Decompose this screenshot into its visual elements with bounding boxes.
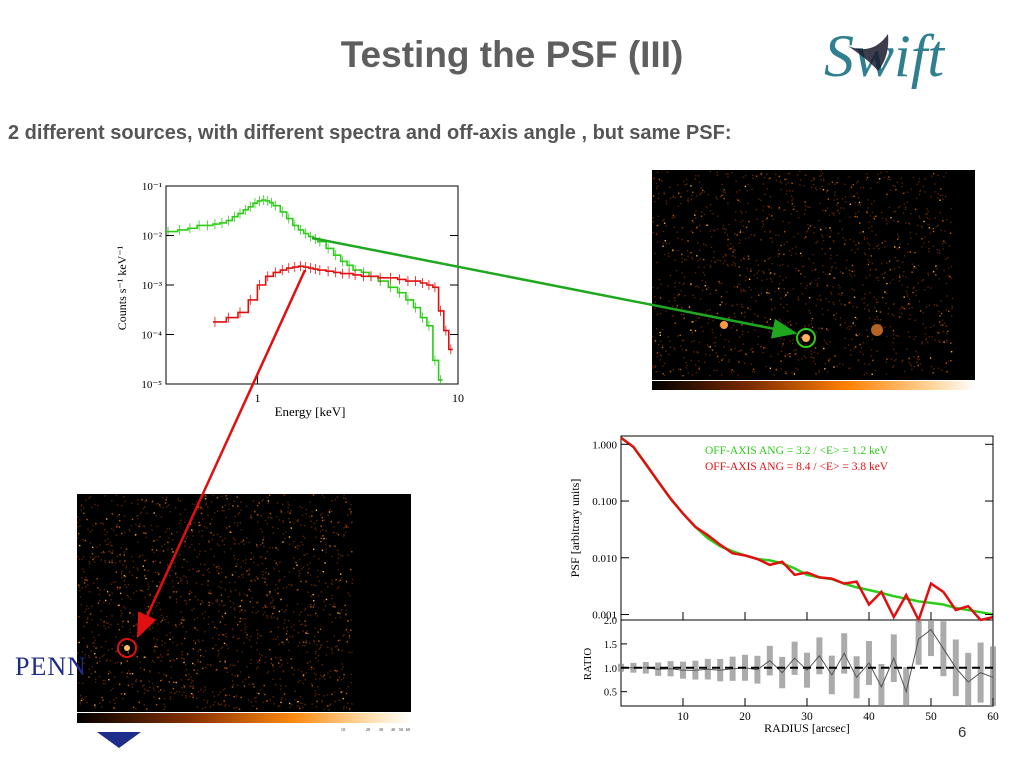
psf-xtick-label-1: 20 <box>739 711 751 723</box>
colorbar-top <box>652 381 975 390</box>
colorbar-bottom <box>77 713 411 723</box>
ratio-ytick-label-2: 1.0 <box>604 664 617 675</box>
psf-legend-entry-1: OFF-AXIS ANG = 8.4 / <E> = 3.8 keV <box>705 461 889 473</box>
spectrum-ytick-label-1: 10⁻² <box>142 231 163 243</box>
psf-ytick-label-1: 0.100 <box>592 496 617 508</box>
ratio-ytick-label-3: 0.5 <box>604 688 617 699</box>
ratio-series-line <box>621 628 994 694</box>
psf-xtick-label-5: 60 <box>987 711 999 723</box>
psf-ytick-label-3: 0.001 <box>592 610 617 622</box>
colorbar-bottom-tick-1: 20 <box>366 727 371 732</box>
colorbar-bottom-tick-3: 40 <box>391 727 396 732</box>
swift-logo: Swift <box>818 16 1002 95</box>
ratio-ytick-label-1: 1.5 <box>604 640 617 651</box>
colorbar-bottom-tick-5: 60 <box>406 727 411 732</box>
penn-chevron-icon <box>97 732 141 748</box>
psf-ytick-label-0: 1.000 <box>592 439 617 451</box>
spectrum-ytick-label-3: 10⁻⁴ <box>141 330 162 342</box>
psf-legend-entry-0: OFF-AXIS ANG = 3.2 / <E> = 1.2 keV <box>705 445 889 457</box>
spectrum-ytick-label-4: 10⁻⁵ <box>141 379 162 391</box>
spectrum-xtick-label-1: 10 <box>452 391 464 405</box>
spectrum-ytick-label-2: 10⁻³ <box>142 280 163 292</box>
page-number: 6 <box>958 724 967 741</box>
xray-image-source-2: 10 20 30 40 50 60 <box>77 494 411 735</box>
spectrum-plot-frame <box>165 185 459 385</box>
source-2-circle <box>117 638 137 658</box>
spectrum-ytick-label-0: 10⁻¹ <box>142 181 162 193</box>
penn-logo: PENN <box>15 652 87 681</box>
psf-xtick-label-2: 30 <box>801 711 813 723</box>
psf-xtick-label-0: 10 <box>677 711 689 723</box>
psf-ytick-label-2: 0.010 <box>592 553 617 565</box>
ratio-ytick-label-0: 2.0 <box>604 616 617 627</box>
spectrum-chart: 10⁻¹ 10⁻² 10⁻³ 10⁻⁴ 10⁻⁵ 1 10 Energy [keV] Co… <box>115 181 464 419</box>
colorbar-bottom-tick-2: 30 <box>379 727 384 732</box>
psf-chart: 1.000 0.100 0.010 0.001 2.0 1.5 1.0 0.5 10 20 30… <box>568 435 999 735</box>
spectrum-xtick-label-0: 1 <box>254 391 260 405</box>
colorbar-bottom-tick-4: 50 <box>399 727 404 732</box>
slide-subtitle: 2 different sources, with different spec… <box>8 122 732 144</box>
psf-series-red <box>620 436 994 624</box>
xray-image-source-1: 100200300 <box>652 170 975 398</box>
slide-title: Testing the PSF (III) <box>340 34 684 75</box>
psf-ylabel: PSF [arbitrary units] <box>568 479 582 578</box>
spectrum-xlabel: Energy [keV] <box>275 404 346 419</box>
psf-xtick-label-4: 50 <box>925 711 937 723</box>
psf-xtick-label-3: 40 <box>863 711 875 723</box>
ratio-ylabel: RATIO <box>582 648 594 680</box>
psf-xlabel: RADIUS [arcsec] <box>764 721 850 735</box>
spectrum-ylabel: Counts s⁻¹ keV⁻¹ <box>115 245 129 330</box>
colorbar-bottom-tick-0: 10 <box>341 727 346 732</box>
